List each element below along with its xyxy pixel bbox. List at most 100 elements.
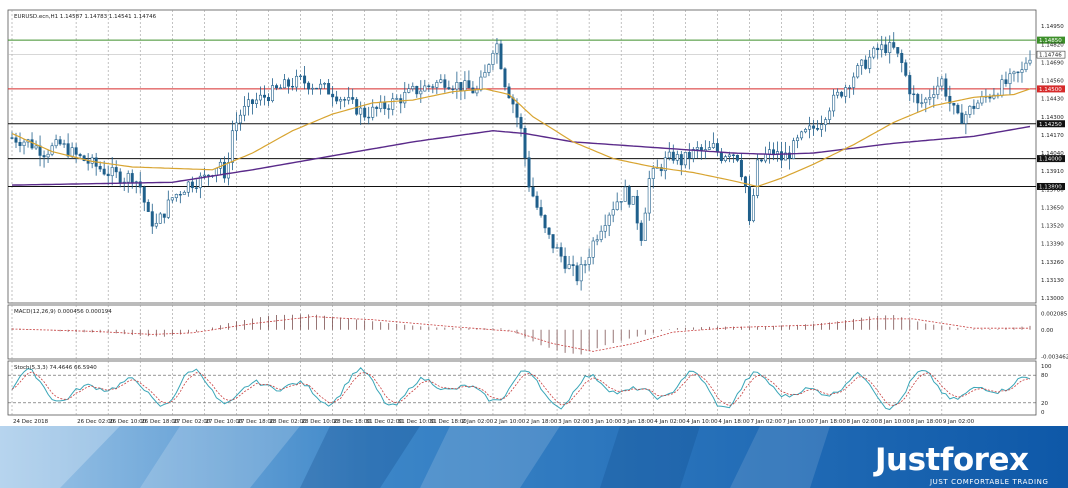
y-tick-label: 1.14560	[1041, 79, 1064, 85]
candle-body	[932, 94, 936, 98]
candle-body	[226, 162, 230, 179]
candle-body	[988, 96, 992, 99]
candle-body	[339, 99, 343, 102]
candle-body	[860, 59, 864, 66]
candle-body	[563, 255, 567, 269]
candle-body	[643, 212, 647, 241]
candle-body	[1004, 79, 1008, 84]
candle-body	[447, 87, 451, 90]
candle-body	[647, 178, 651, 214]
candle-body	[206, 174, 210, 177]
macd-y-tick-label: 0.00	[1041, 328, 1054, 334]
moving-averages	[11, 88, 1031, 188]
candle-body	[908, 75, 912, 95]
candle-body	[551, 234, 555, 249]
stoch-y-tick-label: 100	[1041, 364, 1052, 370]
candle-body	[102, 168, 106, 175]
level-tag-label: 1.14250	[1039, 122, 1062, 128]
candle-body	[872, 47, 876, 58]
candle-body	[1012, 71, 1016, 75]
candle-body	[307, 82, 311, 90]
candle-body	[876, 47, 880, 51]
candle-body	[415, 85, 419, 95]
stoch-signal-line	[11, 371, 1031, 407]
x-tick-label: 2 Jan 18:00	[526, 419, 558, 425]
candle-body	[892, 42, 896, 48]
candle-body	[591, 240, 595, 258]
candle-body	[262, 94, 266, 98]
candle-body	[242, 105, 246, 116]
candle-body	[675, 154, 679, 161]
x-tick-label: 7 Jan 02:00	[750, 419, 782, 425]
candle-body	[848, 87, 852, 89]
stoch-series	[8, 367, 1036, 411]
candle-body	[331, 93, 335, 98]
candle-body	[956, 104, 960, 114]
candle-body	[731, 154, 735, 156]
candle-body	[1020, 69, 1024, 73]
candle-body	[455, 82, 459, 90]
candle-body	[611, 209, 615, 216]
candle-body	[146, 201, 150, 212]
x-tick-label: 7 Jan 18:00	[815, 419, 847, 425]
x-tick-label: 7 Jan 10:00	[783, 419, 815, 425]
candle-body	[535, 195, 539, 208]
candle-body	[371, 106, 375, 118]
candle-body	[519, 117, 523, 129]
x-tick-label: 26 Dec 10:00	[109, 419, 146, 425]
candle-body	[940, 78, 944, 87]
candle-body	[246, 99, 250, 107]
candles	[10, 32, 1032, 291]
y-tick-label: 1.14300	[1041, 115, 1064, 121]
price-tag	[1036, 50, 1066, 59]
candle-body	[62, 143, 66, 145]
candle-body	[780, 151, 784, 161]
candle-body	[18, 142, 22, 146]
candle-body	[254, 99, 258, 104]
level-tag-label: 1.13800	[1039, 184, 1062, 190]
macd-title: MACD(12,26,9) 0.000456 0.000194	[14, 309, 112, 315]
candle-body	[992, 94, 996, 99]
candle-body	[78, 154, 82, 157]
candle-body	[303, 75, 307, 84]
candle-body	[555, 247, 559, 249]
candle-body	[106, 173, 110, 177]
candle-body	[130, 173, 134, 183]
candle-body	[880, 44, 884, 51]
candle-body	[920, 102, 924, 104]
candle-body	[767, 149, 771, 155]
candle-body	[888, 42, 892, 53]
candle-body	[114, 167, 118, 173]
candle-body	[375, 106, 379, 109]
x-tick-label: 27 Dec 18:00	[237, 419, 274, 425]
candle-body	[190, 181, 194, 189]
candle-body	[275, 85, 279, 89]
candle-body	[912, 93, 916, 96]
candle-body	[46, 153, 50, 158]
candle-body	[635, 195, 639, 224]
x-tick-label: 3 Jan 18:00	[622, 419, 654, 425]
candle-body	[34, 145, 38, 149]
level-tag	[1037, 120, 1065, 128]
candle-body	[936, 85, 940, 95]
candle-body	[66, 143, 70, 157]
candle-body	[98, 166, 102, 170]
candle-body	[138, 181, 142, 188]
candle-body	[755, 159, 759, 196]
candle-body	[1008, 73, 1012, 84]
candle-body	[174, 194, 178, 199]
candle-body	[327, 83, 331, 95]
brand-slogan: JUST COMFORTABLE TRADING	[929, 478, 1049, 486]
price-tag-label: 1.14746	[1039, 53, 1062, 59]
candle-body	[439, 79, 443, 83]
candle-body	[38, 145, 42, 156]
candle-body	[22, 141, 26, 146]
candle-body	[427, 85, 431, 88]
ma-fast-line	[11, 88, 1031, 188]
candle-body	[491, 52, 495, 65]
candle-body	[1028, 59, 1032, 64]
candle-body	[387, 108, 391, 110]
candle-body	[271, 85, 275, 102]
